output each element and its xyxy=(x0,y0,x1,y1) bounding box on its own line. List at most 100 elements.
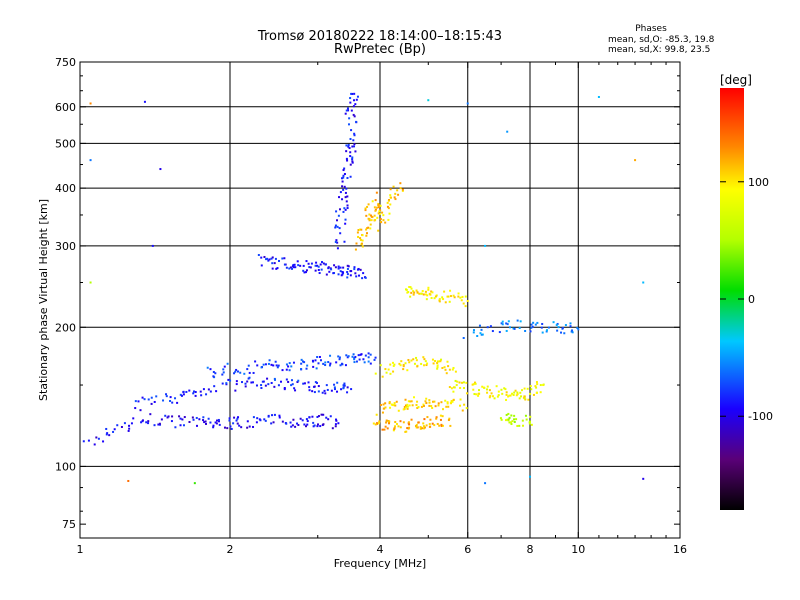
data-point xyxy=(330,268,333,271)
data-point xyxy=(167,415,170,418)
data-point xyxy=(436,364,439,367)
data-point xyxy=(102,440,105,443)
data-point xyxy=(342,387,345,390)
data-point xyxy=(463,403,466,406)
data-point xyxy=(478,324,481,327)
x-tick-label: 16 xyxy=(673,543,687,556)
data-point xyxy=(379,364,382,367)
data-point xyxy=(396,189,399,192)
data-point xyxy=(426,294,429,297)
data-point xyxy=(442,298,445,301)
data-point xyxy=(402,365,405,368)
data-point xyxy=(448,300,451,303)
data-point xyxy=(288,362,291,365)
data-point xyxy=(535,381,538,384)
data-point xyxy=(255,384,258,387)
data-point xyxy=(446,360,449,363)
data-point xyxy=(353,99,356,102)
data-point xyxy=(350,92,353,95)
data-point xyxy=(373,358,376,361)
data-point xyxy=(151,244,154,247)
y-tick-label: 100 xyxy=(55,460,76,473)
data-point xyxy=(480,328,483,331)
data-point xyxy=(145,421,148,424)
data-point xyxy=(366,227,369,230)
data-point xyxy=(522,424,525,427)
data-point xyxy=(373,214,376,217)
data-point xyxy=(290,365,293,368)
data-point xyxy=(93,443,96,446)
data-point xyxy=(345,187,348,190)
data-point xyxy=(247,364,250,367)
data-point xyxy=(367,352,370,355)
data-point xyxy=(409,295,412,298)
data-point xyxy=(472,329,475,332)
data-point xyxy=(362,358,365,361)
data-point xyxy=(179,417,182,420)
data-point xyxy=(394,404,397,407)
data-point xyxy=(342,176,345,179)
data-point xyxy=(215,390,218,393)
data-point xyxy=(426,362,429,365)
data-point xyxy=(319,359,322,362)
data-point xyxy=(427,286,430,289)
data-point xyxy=(417,406,420,409)
data-point xyxy=(433,424,436,427)
data-point xyxy=(393,363,396,366)
data-point xyxy=(386,205,389,208)
data-point xyxy=(182,390,185,393)
data-point xyxy=(389,406,392,409)
data-point xyxy=(388,401,391,404)
data-point xyxy=(313,391,316,394)
data-point xyxy=(170,420,173,423)
data-point xyxy=(337,267,340,270)
data-point xyxy=(108,434,111,437)
data-point xyxy=(260,264,263,267)
data-point xyxy=(328,364,331,367)
data-point xyxy=(341,198,344,201)
data-point xyxy=(293,387,296,390)
data-point xyxy=(364,354,367,357)
data-point xyxy=(128,424,131,427)
data-point xyxy=(345,109,348,112)
data-point xyxy=(500,418,503,421)
data-point xyxy=(311,390,314,393)
data-point xyxy=(505,413,508,416)
data-point xyxy=(353,143,356,146)
data-point xyxy=(499,417,502,420)
data-point xyxy=(489,394,492,397)
data-point xyxy=(380,221,383,224)
data-point xyxy=(294,266,297,269)
data-point xyxy=(435,416,438,419)
data-point xyxy=(524,330,527,333)
data-point xyxy=(377,212,380,215)
data-point xyxy=(337,265,340,268)
data-point xyxy=(158,422,161,425)
data-point xyxy=(335,419,338,422)
data-point xyxy=(429,418,432,421)
data-point xyxy=(272,421,275,424)
data-point xyxy=(285,266,288,269)
data-point xyxy=(422,403,425,406)
data-point xyxy=(374,209,377,212)
data-point xyxy=(347,109,350,112)
data-point xyxy=(356,95,359,98)
data-point xyxy=(413,396,416,399)
data-point xyxy=(465,381,468,384)
data-point xyxy=(95,436,98,439)
data-point xyxy=(308,416,311,419)
data-point xyxy=(216,419,219,422)
data-point xyxy=(388,212,391,215)
data-point xyxy=(339,270,342,273)
data-point xyxy=(281,420,284,423)
data-point xyxy=(329,362,332,365)
data-point xyxy=(246,420,249,423)
data-point xyxy=(505,393,508,396)
data-point xyxy=(299,417,302,420)
data-point xyxy=(276,267,279,270)
data-point xyxy=(530,388,533,391)
data-point xyxy=(240,426,243,429)
data-point xyxy=(327,418,330,421)
data-point xyxy=(504,388,507,391)
data-point xyxy=(448,368,451,371)
